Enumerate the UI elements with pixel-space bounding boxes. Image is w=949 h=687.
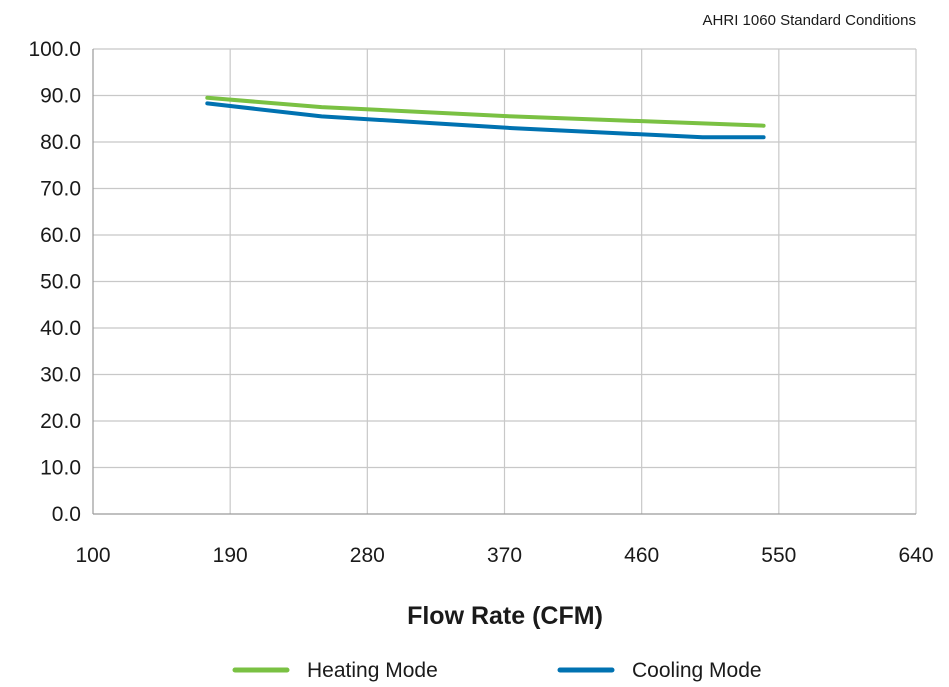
x-tick-label: 370 [487,544,522,567]
y-tick-label: 90.0 [40,85,81,108]
y-tick-label: 60.0 [40,224,81,247]
chart-annotation: AHRI 1060 Standard Conditions [703,12,916,29]
heating-mode-line [205,95,766,128]
series-lines [205,95,766,140]
y-tick-label: 10.0 [40,457,81,480]
y-tick-label: 40.0 [40,317,81,340]
x-tick-label: 100 [75,544,110,567]
legend-label-heating-mode: Heating Mode [307,659,438,682]
x-tick-label: 640 [898,544,933,567]
x-tick-label: 190 [213,544,248,567]
y-tick-label: 70.0 [40,178,81,201]
legend: Heating Mode Cooling Mode [232,659,762,682]
x-axis-label: Flow Rate (CFM) [407,602,603,630]
cooling-mode-line [205,101,766,140]
axes [92,49,916,515]
y-tick-label: 30.0 [40,364,81,387]
grid-lines [93,48,917,514]
x-tick-label: 460 [624,544,659,567]
y-tick-label: 50.0 [40,271,81,294]
legend-label-cooling-mode: Cooling Mode [632,659,762,682]
y-tick-label: 100.0 [28,38,81,61]
x-tick-label: 280 [350,544,385,567]
y-tick-label: 80.0 [40,131,81,154]
y-tick-labels: 0.0 10.0 20.0 30.0 40.0 50.0 60.0 70.0 80.0 90.0 1… [28,38,81,526]
x-tick-labels: 100 190 280 370 460 550 640 [75,544,933,567]
x-tick-label: 550 [761,544,796,567]
y-tick-label: 20.0 [40,410,81,433]
y-tick-label: 0.0 [52,503,81,526]
